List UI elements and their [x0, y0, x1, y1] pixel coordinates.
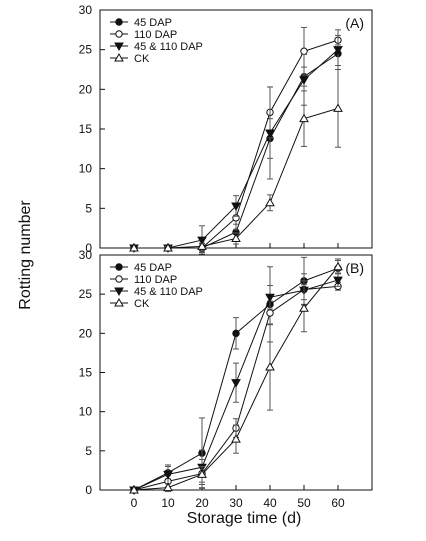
data-point — [265, 197, 275, 207]
y-tick-label: 20 — [79, 326, 93, 340]
y-tick-label: 25 — [79, 287, 93, 301]
x-tick-label: 10 — [161, 496, 175, 510]
y-tick-label: 15 — [79, 122, 93, 136]
legend-label: CK — [134, 53, 150, 65]
y-tick-label: 30 — [79, 248, 93, 262]
legend-marker — [115, 30, 123, 38]
data-point — [231, 434, 241, 443]
data-point — [163, 482, 173, 492]
data-point — [163, 242, 173, 252]
data-point — [129, 242, 139, 252]
data-point — [232, 329, 240, 338]
x-tick-label: 0 — [131, 496, 138, 510]
legend-label: 110 DAP — [134, 29, 177, 41]
data-point — [333, 46, 343, 55]
series-110-dap — [130, 26, 342, 254]
y-tick-label: 25 — [79, 43, 93, 57]
data-point — [163, 470, 173, 480]
y-tick-label: 10 — [79, 405, 93, 419]
y-tick-label: 0 — [85, 483, 92, 497]
data-point — [299, 113, 309, 123]
data-point — [333, 261, 343, 271]
data-point — [231, 202, 241, 211]
legend-marker — [115, 275, 123, 283]
y-tick-label: 5 — [85, 201, 92, 215]
legend-label: 45 & 110 DAP — [134, 41, 203, 53]
data-point — [265, 362, 275, 371]
legend-label: 45 & 110 DAP — [134, 286, 203, 298]
data-point — [265, 129, 275, 138]
legend-label: 45 DAP — [134, 262, 172, 274]
data-point — [300, 47, 308, 55]
x-tick-label: 20 — [195, 496, 209, 510]
legend-marker — [114, 297, 124, 307]
legend-label: 110 DAP — [134, 274, 177, 286]
data-point — [129, 484, 139, 494]
y-axis-title: Rotting number — [17, 200, 34, 310]
data-point — [299, 303, 309, 312]
series-ck — [129, 69, 343, 252]
y-tick-label: 15 — [79, 366, 93, 380]
panel-label: (A) — [345, 15, 364, 31]
y-tick-label: 0 — [85, 241, 92, 255]
x-tick-label: 40 — [263, 496, 277, 510]
series-ck — [129, 259, 343, 494]
legend-marker — [115, 18, 123, 26]
data-point — [231, 233, 241, 242]
panel-label: (B) — [345, 260, 364, 276]
data-point — [333, 103, 343, 112]
legend-marker — [114, 287, 124, 297]
y-tick-label: 20 — [79, 82, 93, 96]
data-point — [197, 241, 207, 250]
legend-label: 45 DAP — [134, 17, 172, 29]
legend-label: CK — [134, 298, 150, 310]
y-tick-label: 30 — [79, 3, 93, 17]
y-tick-label: 10 — [79, 162, 93, 176]
data-point — [266, 309, 274, 317]
x-tick-label: 30 — [229, 496, 243, 510]
data-point — [265, 293, 275, 303]
data-point — [231, 379, 241, 388]
legend-marker — [115, 263, 123, 271]
x-axis-title: Storage time (d) — [187, 510, 302, 527]
series-45-110-dap — [129, 273, 343, 496]
x-tick-label: 60 — [331, 496, 345, 510]
y-tick-label: 5 — [85, 444, 92, 458]
x-tick-label: 50 — [297, 496, 311, 510]
legend-marker — [114, 52, 124, 62]
data-point — [197, 469, 207, 478]
data-point — [197, 236, 207, 246]
legend-marker — [114, 42, 124, 52]
data-point — [299, 76, 309, 85]
data-point — [333, 276, 343, 286]
